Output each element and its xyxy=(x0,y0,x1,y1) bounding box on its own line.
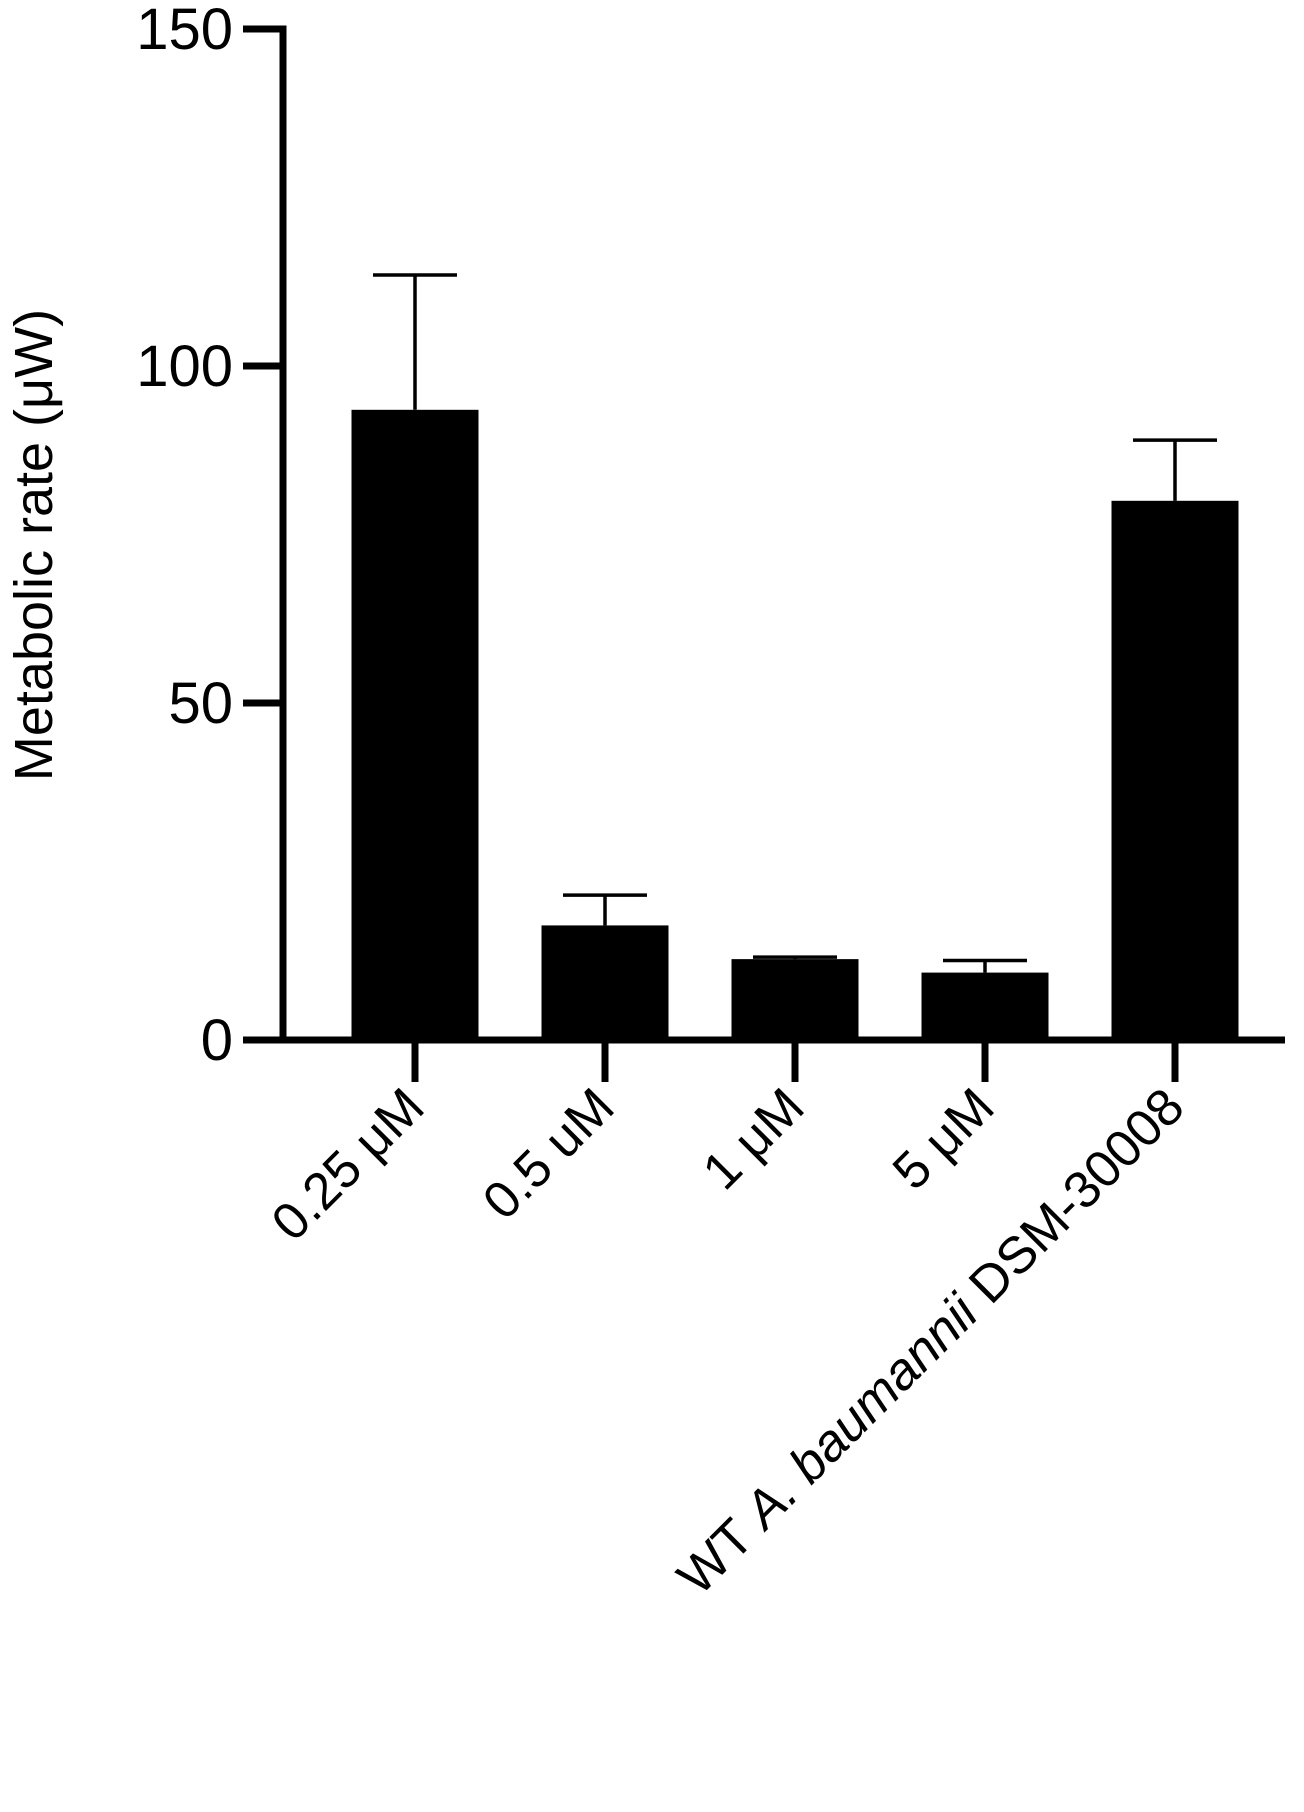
y-tick-label: 0 xyxy=(201,1008,233,1073)
x-tick-label: 1 μM xyxy=(692,1077,816,1201)
axes-layer xyxy=(279,25,1285,1044)
bar xyxy=(921,972,1049,1040)
x-tick-label-part: A. baumannii xyxy=(731,1283,990,1542)
x-tick-label: 5 μM xyxy=(882,1077,1006,1201)
x-tick-label-part: 0.5 uM xyxy=(472,1077,625,1230)
bar xyxy=(351,409,479,1040)
x-tick-label-part: 1 μM xyxy=(692,1077,816,1201)
bar xyxy=(1111,500,1239,1040)
y-ticks-layer: 0 50 100 150 xyxy=(136,0,283,1073)
bar xyxy=(541,925,669,1040)
bar xyxy=(731,959,859,1040)
y-tick-label: 150 xyxy=(136,0,233,62)
y-tick-label: 50 xyxy=(168,671,233,736)
error-bars-layer xyxy=(373,273,1217,973)
bars-layer xyxy=(351,409,1239,1040)
y-axis-label: Metabolic rate (μW) xyxy=(4,309,64,781)
y-tick-label: 100 xyxy=(136,334,233,399)
x-tick-label: 0.5 uM xyxy=(472,1077,625,1230)
x-tick-label-part: 5 μM xyxy=(882,1077,1006,1201)
x-tick-label: 0.25 μM xyxy=(261,1077,436,1252)
x-tick-label-part: 0.25 μM xyxy=(261,1077,436,1252)
y-axis-label-group: Metabolic rate (μW) xyxy=(4,309,64,781)
